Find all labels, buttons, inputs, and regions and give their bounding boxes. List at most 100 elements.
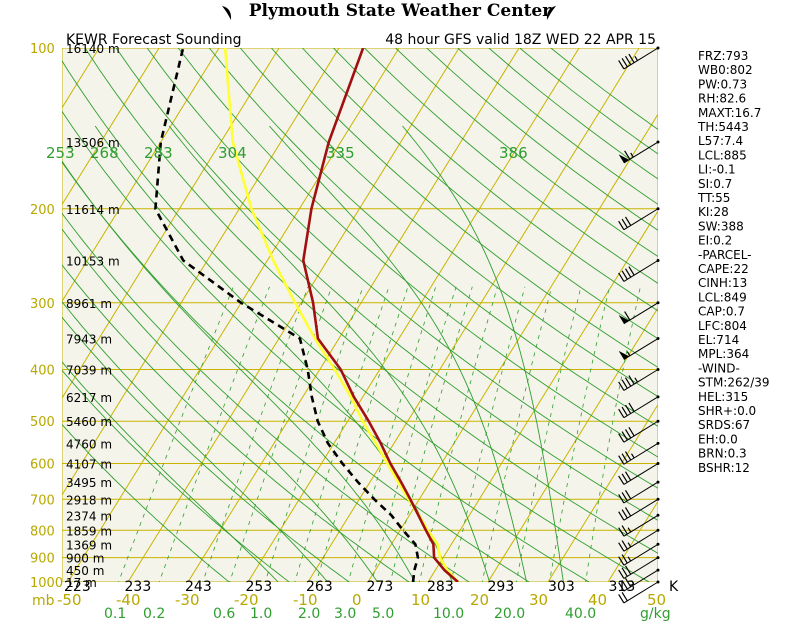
celsius-tick-label: -30 bbox=[175, 591, 200, 609]
wind-barb-half bbox=[631, 453, 635, 459]
plot-area bbox=[62, 48, 658, 582]
wind-barb-flag bbox=[621, 218, 628, 228]
height-label: 1369 m bbox=[66, 538, 112, 552]
celsius-tick-label: 20 bbox=[470, 591, 489, 609]
height-label: 5460 m bbox=[66, 415, 112, 429]
wind-barb bbox=[618, 419, 660, 443]
wind-barb bbox=[618, 580, 660, 604]
wind-barb-flag bbox=[624, 268, 632, 278]
wind-barb-flag bbox=[624, 311, 631, 321]
wind-barb bbox=[618, 395, 660, 419]
wind-barb-flag bbox=[621, 379, 628, 389]
mixing-ratio-label: g/kg bbox=[640, 606, 671, 622]
height-label: 450 m bbox=[66, 564, 104, 578]
isotherm-line bbox=[62, 48, 160, 206]
wind-barb-flag bbox=[624, 55, 632, 66]
wind-barb-flag bbox=[624, 577, 632, 588]
index-item: PW:0.73 bbox=[698, 77, 747, 91]
wind-barb bbox=[618, 337, 660, 360]
celsius-tick-label: 10 bbox=[411, 591, 430, 609]
wind-barb bbox=[618, 556, 660, 579]
kelvin-tick-label: 273 bbox=[367, 579, 394, 595]
isotherm-line bbox=[307, 48, 640, 582]
height-label: 16140 m bbox=[66, 42, 120, 56]
isotherm-line bbox=[62, 48, 280, 400]
dry-adiabat bbox=[62, 161, 530, 582]
index-item: STM:262/39 bbox=[698, 376, 770, 390]
dry-adiabat bbox=[62, 369, 290, 582]
kelvin-tick-label: 263 bbox=[306, 579, 333, 595]
indices-panel: FRZ:793WB0:802PW:0.73RH:82.6MAXT:16.7TH:… bbox=[697, 49, 770, 475]
moist-adiabat bbox=[402, 125, 564, 582]
celsius-tick-label: -10 bbox=[293, 591, 318, 609]
kelvin-tick-label: 293 bbox=[488, 579, 515, 595]
wind-barb-flag bbox=[621, 540, 628, 550]
wind-barb-flag bbox=[624, 216, 632, 226]
mixing-ratio-label: 0.1 bbox=[104, 606, 126, 622]
wind-barb-dot bbox=[656, 368, 660, 372]
wind-barb-dot bbox=[656, 301, 660, 305]
wind-barb-flag bbox=[621, 406, 628, 416]
wind-barb bbox=[618, 528, 660, 552]
index-item: HEL:315 bbox=[698, 390, 748, 404]
moist-adiabat bbox=[62, 160, 416, 582]
wind-barb-flag bbox=[618, 582, 625, 592]
pressure-tick-label: 800 bbox=[30, 524, 55, 539]
wind-barb-dot bbox=[656, 395, 660, 399]
isotherm-line bbox=[547, 403, 658, 582]
wind-barb bbox=[618, 140, 660, 164]
pressure-tick-label: 400 bbox=[30, 364, 55, 379]
wind-barb-staff bbox=[623, 481, 659, 504]
header-title: Plymouth State Weather Center bbox=[249, 1, 552, 21]
wind-barb bbox=[618, 301, 660, 325]
wind-barb-dot bbox=[656, 513, 660, 517]
mixing-ratio-label: 1.0 bbox=[250, 606, 272, 622]
index-item: RH:82.6 bbox=[698, 92, 746, 106]
wind-barb-dot bbox=[656, 480, 660, 484]
wind-barb-flag bbox=[621, 57, 628, 68]
wind-barb-dot bbox=[656, 419, 660, 423]
celsius-tick-label: -20 bbox=[234, 591, 259, 609]
wind-barb-staff bbox=[623, 260, 659, 282]
wind-barb-flag bbox=[628, 375, 635, 385]
dry-adiabat bbox=[115, 48, 658, 521]
mixing-ratio-line bbox=[549, 286, 610, 582]
wind-barb-staff bbox=[623, 369, 659, 391]
wind-barb-dot bbox=[656, 46, 660, 50]
dry-adiabat bbox=[62, 212, 470, 582]
celsius-tick-label: -40 bbox=[116, 591, 141, 609]
wind-barb-flag bbox=[621, 525, 628, 535]
wind-barb-dot bbox=[656, 528, 660, 532]
dry-adiabat bbox=[62, 264, 410, 582]
wind-barb bbox=[618, 480, 660, 504]
wind-barb-flag bbox=[628, 402, 635, 412]
dry-adiabat bbox=[239, 48, 658, 398]
mixing-ratio-line bbox=[450, 286, 526, 582]
celsius-tick-label: 30 bbox=[529, 591, 548, 609]
dry-adiabat bbox=[84, 48, 658, 554]
index-item: LFC:804 bbox=[698, 319, 747, 333]
wind-barb-flag bbox=[624, 377, 632, 387]
index-item: EH:0.0 bbox=[698, 432, 738, 446]
wind-barb-flag bbox=[624, 507, 632, 517]
wind-barb-flag bbox=[618, 527, 625, 537]
header-left-logo-icon bbox=[222, 6, 232, 20]
wind-barb-flag bbox=[624, 451, 632, 461]
wind-barb-flag bbox=[618, 494, 625, 504]
wind-barb bbox=[618, 513, 660, 537]
index-item: L57:7.4 bbox=[698, 134, 743, 148]
dry-adiabat bbox=[62, 110, 590, 582]
dry-adiabat bbox=[333, 48, 658, 312]
dry-adiabat bbox=[271, 48, 658, 368]
theta-e-label: 335 bbox=[326, 144, 355, 162]
wind-barb-half bbox=[631, 580, 635, 586]
temperature-line bbox=[301, 48, 459, 582]
wind-barb-dot bbox=[656, 556, 660, 560]
dry-adiabat bbox=[146, 48, 658, 489]
dewpoint-line bbox=[154, 48, 420, 582]
pressure-tick-label: 900 bbox=[30, 552, 55, 567]
wind-barb-flag bbox=[618, 569, 625, 579]
isotherm-line bbox=[62, 48, 220, 303]
isotherm-line bbox=[607, 500, 658, 582]
wind-barb-pennant bbox=[618, 350, 630, 360]
